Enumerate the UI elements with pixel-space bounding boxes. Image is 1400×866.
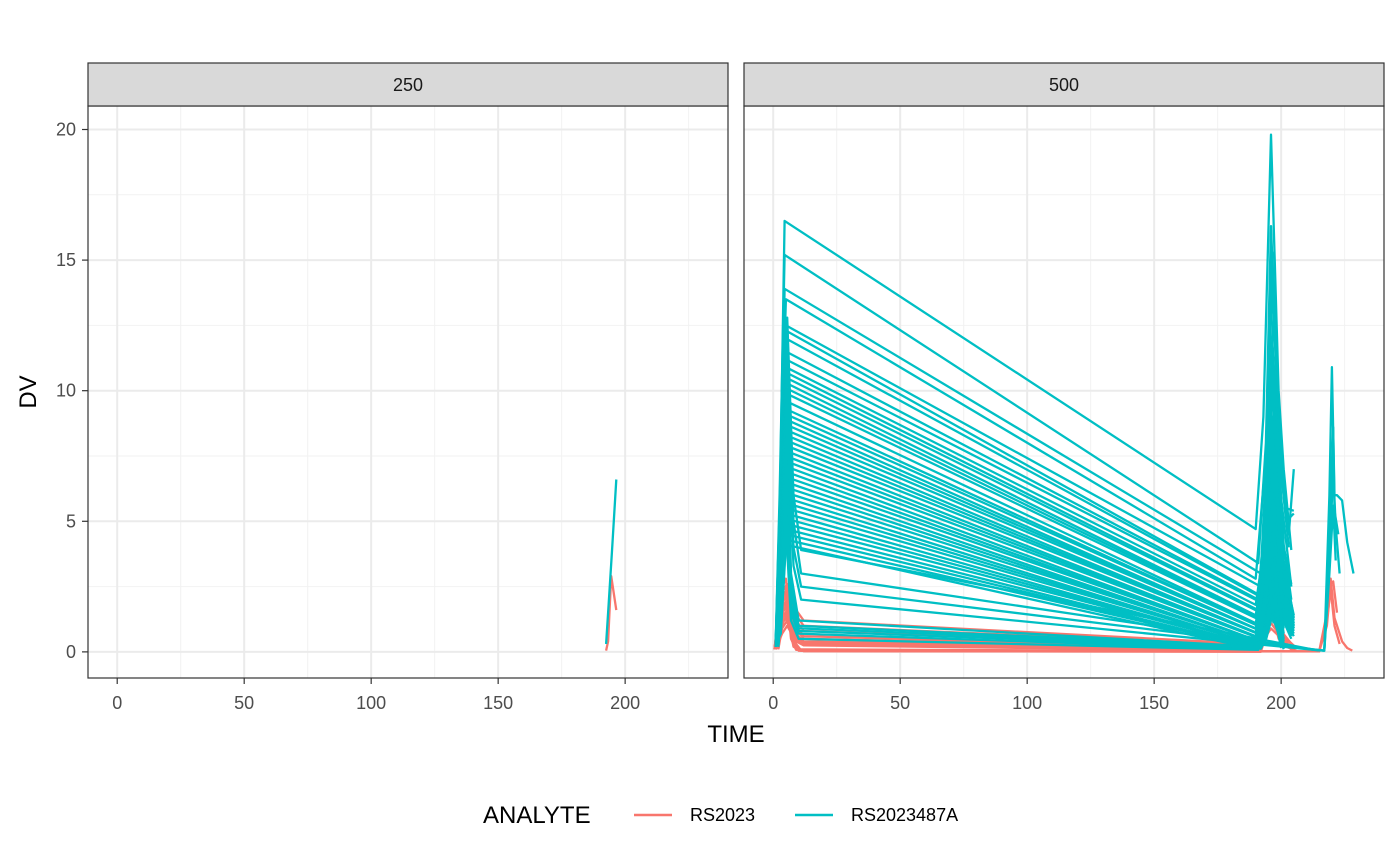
- y-tick-label: 0: [66, 642, 76, 662]
- series-lines: [604, 479, 618, 651]
- series-rs2023: [604, 574, 618, 651]
- legend-title: ANALYTE: [483, 802, 591, 829]
- x-tick-label: 150: [483, 693, 513, 713]
- y-tick-label: 10: [56, 381, 76, 401]
- series-rs2023487a: [604, 479, 618, 645]
- x-tick-label: 0: [768, 693, 778, 713]
- line-rs2023487a-53: [777, 420, 1337, 652]
- line-rs2023-1: [604, 574, 618, 651]
- facet-strip-label: 250: [393, 75, 423, 95]
- line-rs2023-20: [777, 580, 1339, 653]
- legend: ANALYTE RS2023 RS2023487A: [483, 802, 958, 829]
- x-tick-label: 150: [1139, 693, 1169, 713]
- facet-strip-label: 500: [1049, 75, 1079, 95]
- line-rs2023487a-1: [604, 479, 618, 645]
- facet-strip: [87, 62, 729, 107]
- series-lines: [773, 133, 1355, 653]
- y-axis-title: DV: [15, 375, 42, 408]
- panel-500: 500 0 50 100 150 200: [743, 62, 1385, 713]
- panel-background: [88, 106, 728, 678]
- x-tick-label: 50: [234, 693, 254, 713]
- series-rs2023487a: [774, 133, 1355, 652]
- legend-label-rs2023487a: RS2023487A: [851, 805, 958, 825]
- x-tick-label: 200: [610, 693, 640, 713]
- facet-panels: 250 0 50 100 150 200 0 5 10 15 20 500 0 50 100 150 200: [56, 62, 1385, 713]
- x-tick-label: 200: [1266, 693, 1296, 713]
- facet-strip: [743, 62, 1385, 107]
- legend-label-rs2023: RS2023: [690, 805, 755, 825]
- y-tick-label: 20: [56, 120, 76, 140]
- x-axis-title: TIME: [707, 721, 764, 748]
- x-tick-label: 100: [1012, 693, 1042, 713]
- panel-250: 250 0 50 100 150 200 0 5 10 15 20: [56, 62, 729, 713]
- y-tick-label: 15: [56, 250, 76, 270]
- x-tick-label: 0: [112, 693, 122, 713]
- y-tick-label: 5: [66, 511, 76, 531]
- x-tick-label: 50: [890, 693, 910, 713]
- x-tick-label: 100: [356, 693, 386, 713]
